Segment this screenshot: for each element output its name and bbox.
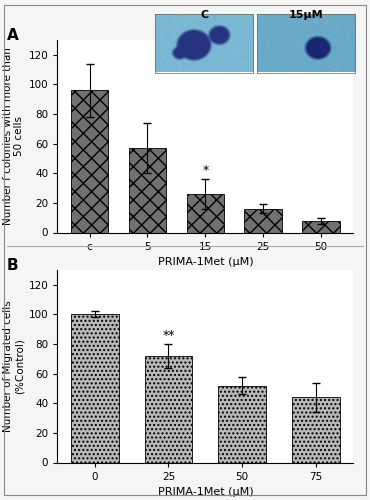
X-axis label: PRIMA-1Met (μM): PRIMA-1Met (μM): [158, 487, 253, 497]
Text: A: A: [7, 28, 19, 44]
Y-axis label: Number of Migrated cells
(%Control): Number of Migrated cells (%Control): [3, 300, 24, 432]
Bar: [218, 386, 266, 462]
Bar: [302, 220, 340, 232]
Text: **: **: [162, 329, 175, 342]
Text: 15μM: 15μM: [289, 10, 324, 20]
Bar: [245, 209, 282, 233]
Bar: [71, 314, 119, 462]
X-axis label: PRIMA-1Met (μM): PRIMA-1Met (μM): [158, 257, 253, 267]
Bar: [186, 194, 224, 232]
Text: *: *: [202, 164, 208, 177]
Text: B: B: [7, 258, 18, 274]
Bar: [129, 148, 166, 232]
Bar: [292, 398, 340, 462]
Bar: [71, 90, 108, 233]
Y-axis label: Number f colonies with more than
50 cells: Number f colonies with more than 50 cell…: [3, 48, 24, 225]
Bar: [145, 356, 192, 463]
Text: C: C: [201, 10, 209, 20]
